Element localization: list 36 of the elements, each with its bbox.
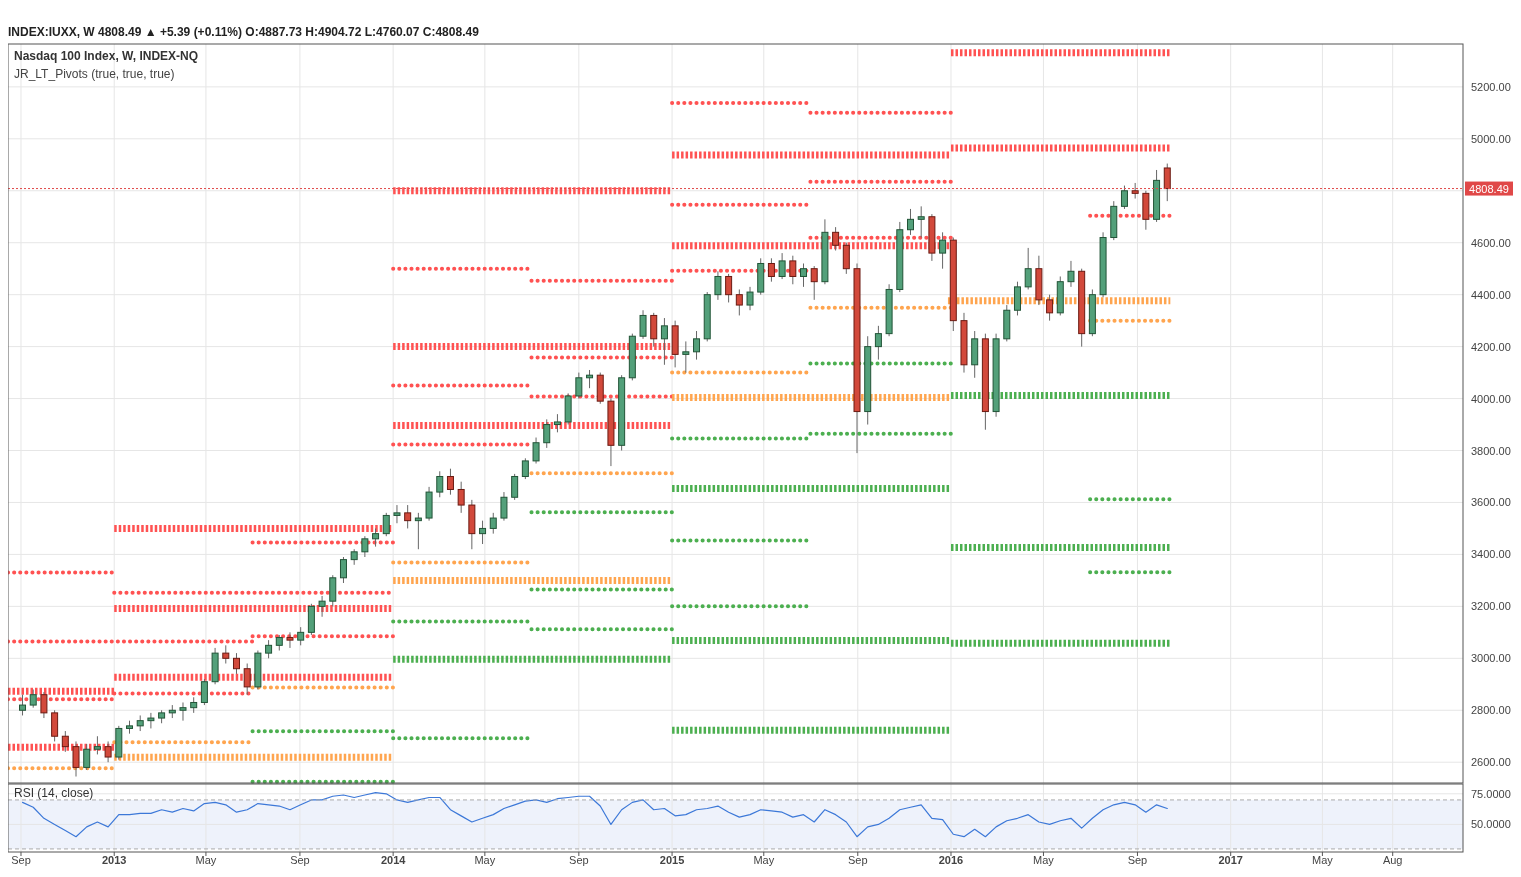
y-tick-label: 3600.00 xyxy=(1471,496,1511,509)
y-tick-label: 3000.00 xyxy=(1471,652,1511,665)
x-tick-label: 2015 xyxy=(659,854,685,866)
ref-line-label: 4808.49 xyxy=(1469,182,1509,195)
annotation: JR_LT_Pivots (true, true, true) xyxy=(14,67,175,81)
y-tick-label: 4600.00 xyxy=(1471,236,1511,249)
x-tick-label: May xyxy=(1312,854,1334,866)
x-tick-label: May xyxy=(474,854,496,866)
x-tick-label: 2014 xyxy=(380,854,407,866)
x-tick-label: Sep xyxy=(569,854,589,866)
y-tick-label: 2800.00 xyxy=(1471,704,1511,717)
y-tick-label: 2600.00 xyxy=(1471,756,1511,769)
y-tick-label: 5200.00 xyxy=(1471,80,1511,93)
y-tick-label: 3800.00 xyxy=(1471,444,1511,457)
y-tick-label: 4400.00 xyxy=(1471,288,1511,301)
chart-subtitle: INDEX:IUXX, W 4808.49 ▲ +5.39 (+0.11%) O:4887.73 H:4904.72 L:4760.07 C:4808.49 xyxy=(8,25,480,39)
y-tick-label: 5000.00 xyxy=(1471,132,1511,145)
text: Nasdaq 100 Index, W, INDEX-NQ xyxy=(14,49,199,63)
x-tick-label: Sep xyxy=(11,854,31,866)
x-tick-label: 2016 xyxy=(938,854,964,866)
y-tick-label: 4000.00 xyxy=(1471,392,1511,405)
x-tick-label: May xyxy=(195,854,217,866)
x-tick-label: Sep xyxy=(1127,854,1148,866)
x-tick-label: May xyxy=(1033,854,1055,866)
y-tick-label: 3400.00 xyxy=(1471,548,1511,561)
x-tick-label: May xyxy=(753,854,775,866)
x-tick-label: Aug xyxy=(1382,854,1403,866)
x-tick-label: 2017 xyxy=(1218,854,1243,866)
chart-title: RSI (14, close) xyxy=(14,786,94,800)
x-tick-label: Sep xyxy=(847,854,868,866)
x-tick-label: Sep xyxy=(290,854,310,866)
x-tick-label: 2013 xyxy=(101,854,127,866)
y-tick-label: 75.0000 xyxy=(1471,787,1511,800)
y-tick-label: 50.0000 xyxy=(1471,818,1511,831)
y-tick-label: 3200.00 xyxy=(1471,600,1511,613)
y-tick-label: 4200.00 xyxy=(1471,340,1511,353)
